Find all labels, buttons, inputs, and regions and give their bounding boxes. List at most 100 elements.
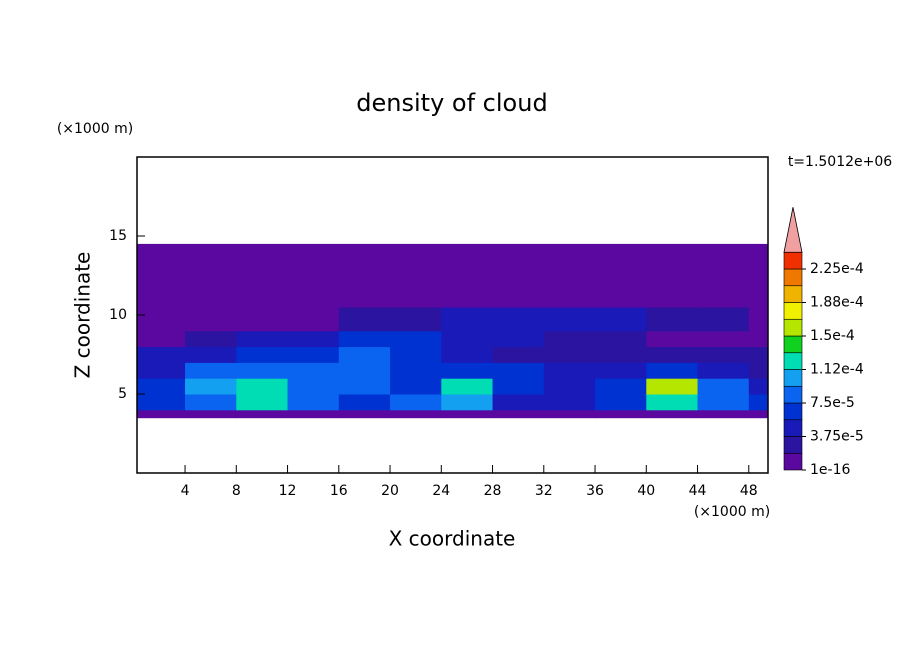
contour-cell [492,362,545,379]
colorbar-box [783,251,803,270]
contour-cell [236,409,289,419]
contour-cell [748,283,769,308]
colorbar-box [783,335,803,354]
contour-cell [338,409,391,419]
contour-cell [236,283,289,308]
contour-cell [441,283,494,308]
contour-cell [595,409,647,419]
contour-cell [287,330,340,348]
contour-cell [697,243,750,284]
contour-cell [236,362,289,379]
contour-cell [185,378,237,395]
x-tick-label: 24 [432,483,450,499]
colorbar-label: 1.5e-4 [810,328,855,344]
contour-cell [492,243,545,284]
colorbar-label: 1.88e-4 [810,295,864,311]
x-tick-label: 12 [279,483,297,499]
contour-cell [748,378,769,395]
contour-cell [338,307,391,332]
contour-cell [646,346,699,363]
y-tick-label: 15 [109,228,127,244]
contour-cell [441,409,494,419]
colorbar-box [783,436,803,454]
x-tick-label: 40 [637,483,655,499]
contour-cell [595,243,647,284]
colorbar-box [783,352,803,370]
colorbar-box [783,385,803,404]
x-tick-label: 4 [181,483,190,499]
contour-cell [236,243,289,284]
contour-cell [697,362,750,379]
contour-cell [646,362,699,379]
contour-cell [646,307,699,332]
contour-cell [185,394,237,411]
x-tick-label: 20 [381,483,399,499]
contour-cell [748,307,769,332]
contour-cell [748,243,769,284]
contour-cell [287,409,340,419]
contour-cell [697,330,750,348]
contour-cell [595,378,647,395]
colorbar-box [783,268,803,287]
contour-cell [185,346,237,363]
colorbar-label: 2.25e-4 [810,261,864,277]
colorbar-label: 1.12e-4 [810,362,864,378]
colorbar-box [783,302,803,320]
colorbar-box [783,402,803,421]
contour-cell [338,283,391,308]
contour-cell [697,378,750,395]
contour-cell [748,330,769,348]
contour-cell [137,330,186,348]
contour-cell [492,394,545,411]
contour-cell [646,409,699,419]
contour-cell [137,409,186,419]
contour-cell [137,243,186,284]
contour-cell [646,394,699,411]
contour-cell [390,346,442,363]
contour-cell [287,346,340,363]
contour-cell [646,378,699,395]
contour-cell [543,378,596,395]
contour-cell [185,362,237,379]
contour-cell [543,346,596,363]
contour-cell [543,307,596,332]
contour-cell [441,362,494,379]
contour-cell [595,307,647,332]
colorbar-label: 3.75e-5 [810,429,864,445]
contour-cell [595,362,647,379]
contour-cell [236,394,289,411]
contour-cell [697,409,750,419]
contour-cell [185,330,237,348]
contour-cell [236,330,289,348]
x-unit: (×1000 m) [694,504,770,520]
contour-cell [287,283,340,308]
contour-cell [492,307,545,332]
y-tick-label: 10 [109,307,127,323]
contour-cell [287,394,340,411]
colorbar-box [783,285,803,303]
contour-cell [748,394,769,411]
colorbar-box [783,452,803,471]
colorbar-box [783,318,803,337]
contour-cell [185,243,237,284]
contour-cell [185,283,237,308]
contour-cell [390,283,442,308]
contour-cell [595,283,647,308]
y-axis-title: Z coordinate [71,252,95,379]
contour-cell [441,307,494,332]
contour-cell [185,409,237,419]
contour-cell [390,362,442,379]
contour-cell [543,362,596,379]
contour-cell [543,243,596,284]
chart-title: density of cloud [356,89,547,117]
contour-cell [137,362,186,379]
contour-cell [595,330,647,348]
contour-cell [390,394,442,411]
contour-cell [697,346,750,363]
contour-cell [543,283,596,308]
contour-cell [441,394,494,411]
contour-cell [137,346,186,363]
contour-cell [748,346,769,363]
contour-cell [595,394,647,411]
